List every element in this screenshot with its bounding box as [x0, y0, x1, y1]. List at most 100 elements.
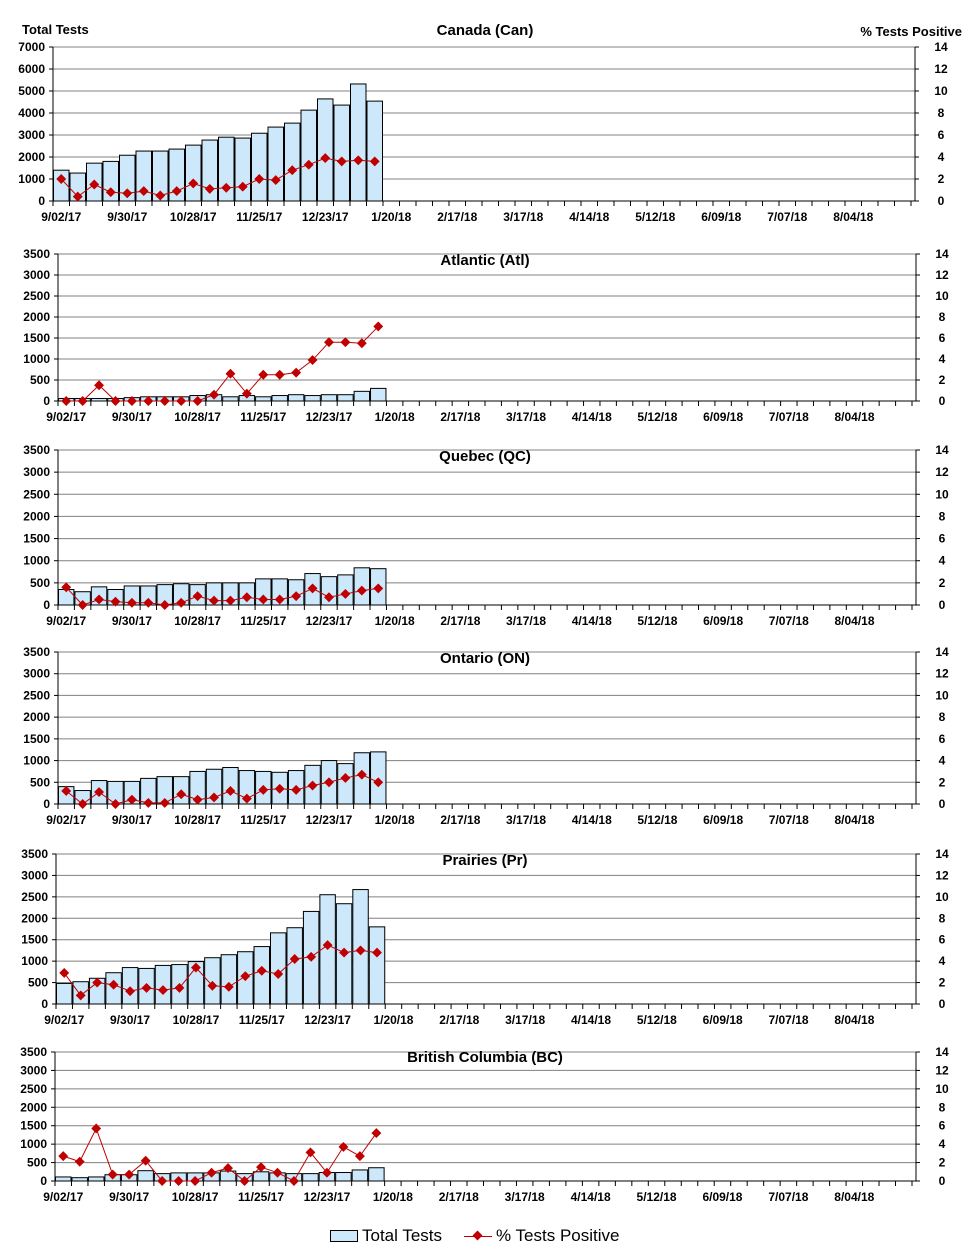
positive-marker — [258, 369, 269, 380]
y-tick-label: 2000 — [23, 509, 50, 523]
y-tick-label: 500 — [30, 373, 50, 387]
y-tick-label: 500 — [27, 1156, 47, 1170]
panel-atlantic-atl: 0 500 1000 1500 2000 2500 3000 3500 0 2 4 6 8 10 12 14 9… — [23, 247, 949, 424]
bar — [56, 982, 73, 1005]
positive-marker — [126, 794, 137, 805]
y2-tick-label: 10 — [935, 289, 949, 303]
y2-tick-label: 6 — [939, 732, 946, 746]
positive-marker — [241, 793, 252, 804]
y2-tick-label: 8 — [939, 310, 946, 324]
y-tick-label: 2000 — [23, 310, 50, 324]
y2-tick-label: 6 — [939, 1119, 946, 1133]
y2-tick-label: 2 — [939, 976, 946, 990]
y-tick-label: 500 — [28, 976, 48, 990]
x-tick-label: 12/23/17 — [306, 410, 353, 424]
x-tick-label: 12/23/17 — [306, 614, 353, 628]
positive-marker — [204, 183, 215, 194]
y2-tick-label: 6 — [939, 532, 946, 546]
positive-marker — [239, 1176, 250, 1186]
x-tick-label: 6/09/18 — [703, 813, 743, 827]
x-tick-label: 3/17/18 — [506, 614, 546, 628]
panel-prairies-pr: 0 500 1000 1500 2000 2500 3000 3500 0 2 4 6 8 10 12 14 9… — [21, 847, 949, 1027]
y-tick-label: 2500 — [23, 289, 50, 303]
legend-line-diamond-icon — [464, 1229, 493, 1243]
panel-canada-can: 0 1000 2000 3000 4000 5000 6000 7000 0 2 4 6 8 10 12 14… — [18, 22, 948, 224]
y-tick-label: 3000 — [23, 268, 50, 282]
positive-marker — [256, 965, 267, 976]
y2-tick-label: 0 — [939, 394, 946, 408]
positive-marker — [74, 1156, 85, 1167]
x-tick-label: 3/17/18 — [505, 1190, 545, 1204]
y-tick-label: 0 — [38, 194, 45, 208]
legend-bar-swatch — [330, 1230, 358, 1242]
x-tick-label: 8/04/18 — [834, 614, 874, 628]
y-tick-label: 3500 — [20, 1045, 47, 1059]
y2-tick-label: 12 — [935, 465, 949, 479]
bar — [333, 104, 350, 202]
y2-tick-label: 0 — [938, 194, 945, 208]
x-tick-label: 9/30/17 — [110, 1013, 150, 1027]
x-tick-label: 11/25/17 — [238, 1190, 284, 1204]
y2-tick-label: 4 — [939, 1137, 946, 1151]
positive-marker — [122, 188, 133, 199]
y2-tick-label: 6 — [938, 128, 945, 142]
y-tick-label: 1000 — [23, 352, 50, 366]
y2-tick-label: 8 — [939, 911, 946, 925]
positive-marker — [173, 1176, 184, 1186]
positive-marker — [336, 156, 347, 167]
y-tick-label: 3000 — [23, 465, 50, 479]
positive-marker — [291, 591, 302, 602]
x-tick-label: 11/25/17 — [240, 614, 286, 628]
y-tick-label: 2500 — [20, 1082, 47, 1096]
bar — [368, 1167, 385, 1182]
bar — [271, 395, 288, 402]
x-tick-label: 4/14/18 — [572, 813, 612, 827]
positive-marker — [258, 784, 269, 795]
bar — [137, 1170, 154, 1182]
positive-marker — [159, 396, 170, 406]
x-tick-label: 9/02/17 — [46, 614, 86, 628]
positive-marker — [209, 389, 219, 400]
positive-marker — [176, 789, 187, 800]
positive-marker — [221, 182, 232, 193]
positive-marker — [171, 186, 182, 197]
positive-marker — [188, 178, 199, 189]
positive-marker — [192, 591, 203, 602]
y-tick-label: 1500 — [21, 933, 48, 947]
bar — [251, 132, 268, 202]
y2-tick-label: 2 — [939, 775, 946, 789]
positive-marker — [241, 592, 252, 603]
x-tick-label: 1/20/18 — [375, 410, 415, 424]
positive-marker — [143, 396, 154, 406]
x-tick-label: 8/04/18 — [834, 813, 874, 827]
positive-marker — [126, 396, 137, 406]
positive-marker — [287, 165, 298, 176]
panel-quebec-qc: 0 500 1000 1500 2000 2500 3000 3500 0 2 4 6 8 10 12 14 9… — [23, 443, 949, 628]
positive-marker — [225, 786, 236, 796]
positive-marker — [223, 1163, 233, 1174]
y2-tick-label: 2 — [939, 576, 946, 590]
y2-tick-label: 12 — [935, 868, 949, 882]
positive-marker — [289, 1176, 299, 1186]
y2-tick-label: 4 — [939, 554, 946, 568]
bar — [370, 387, 387, 402]
x-tick-label: 2/17/18 — [440, 614, 480, 628]
y2-tick-label: 10 — [935, 1082, 949, 1096]
bar — [287, 394, 305, 402]
y-tick-label: 2000 — [18, 150, 45, 164]
positive-marker — [158, 985, 168, 996]
positive-marker — [303, 159, 314, 170]
bar — [337, 763, 354, 805]
bar — [302, 1173, 319, 1182]
x-tick-label: 4/14/18 — [571, 1013, 611, 1027]
chart-title: Canada (Can) — [437, 22, 534, 39]
positive-marker — [206, 1167, 217, 1178]
chart-title: Quebec (QC) — [439, 448, 531, 465]
x-tick-label: 11/25/17 — [240, 813, 286, 827]
positive-marker — [159, 600, 170, 610]
positive-marker — [138, 186, 149, 197]
bar — [154, 964, 172, 1005]
y-tick-label: 3000 — [20, 1063, 47, 1077]
positive-marker — [124, 1169, 135, 1180]
positive-marker — [155, 190, 166, 201]
